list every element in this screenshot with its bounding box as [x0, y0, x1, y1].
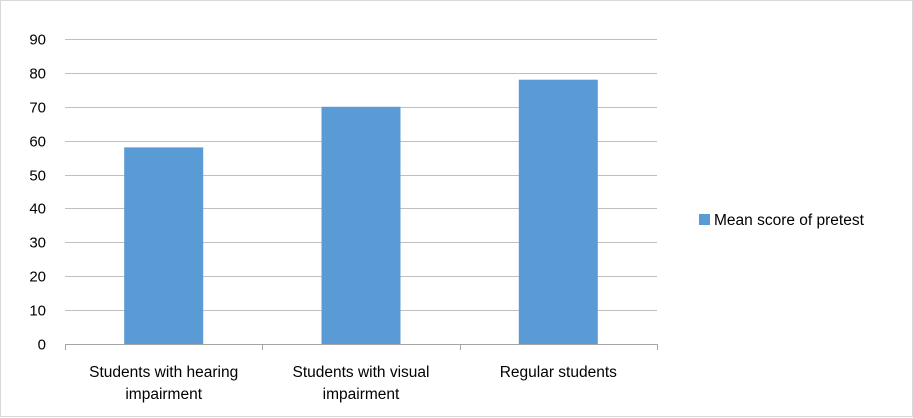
- y-tick-label: 30: [29, 235, 46, 252]
- bars: [124, 79, 598, 344]
- y-axis-tick-labels: 0 10 20 30 40 50 60 70 80 90: [29, 32, 46, 354]
- y-tick-label: 10: [29, 303, 46, 320]
- bar: [518, 79, 598, 344]
- y-tick-label: 70: [29, 100, 46, 117]
- x-category-label: Students with visual: [293, 364, 430, 381]
- bar: [321, 106, 401, 344]
- x-category-label: impairment: [125, 386, 202, 403]
- y-tick-label: 90: [29, 32, 46, 49]
- x-axis: [65, 344, 658, 350]
- legend-label: Mean score of pretest: [714, 212, 865, 229]
- y-tick-label: 20: [29, 269, 46, 286]
- x-category-label: impairment: [323, 386, 400, 403]
- y-tick-label: 80: [29, 66, 46, 83]
- x-category-label: Students with hearing: [89, 364, 238, 381]
- y-tick-label: 50: [29, 168, 46, 185]
- bar: [124, 147, 204, 344]
- x-category-label: Regular students: [500, 364, 617, 381]
- x-axis-category-labels: Students with hearing impairment Students …: [89, 364, 617, 403]
- legend: Mean score of pretest: [699, 212, 865, 229]
- y-tick-label: 0: [38, 337, 46, 354]
- legend-swatch: [699, 214, 710, 225]
- y-tick-label: 60: [29, 134, 46, 151]
- y-tick-label: 40: [29, 201, 46, 218]
